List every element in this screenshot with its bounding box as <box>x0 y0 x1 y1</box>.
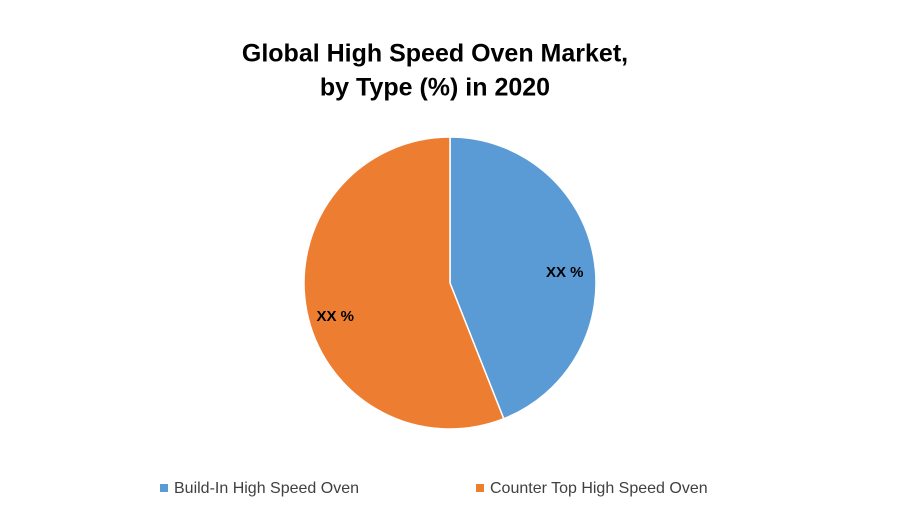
pie-slice <box>303 136 505 430</box>
chart-title: Global High Speed Oven Market, <box>242 40 628 68</box>
data-label: XX % <box>317 308 355 325</box>
legend-swatch <box>476 484 484 492</box>
legend-label: Counter Top High Speed Oven <box>490 480 708 497</box>
pie-slice <box>449 136 597 420</box>
data-label: XX % <box>546 264 584 281</box>
chart-title: by Type (%) in 2020 <box>320 74 550 102</box>
legend-label: Build-In High Speed Oven <box>174 480 359 497</box>
legend-swatch <box>160 484 168 492</box>
